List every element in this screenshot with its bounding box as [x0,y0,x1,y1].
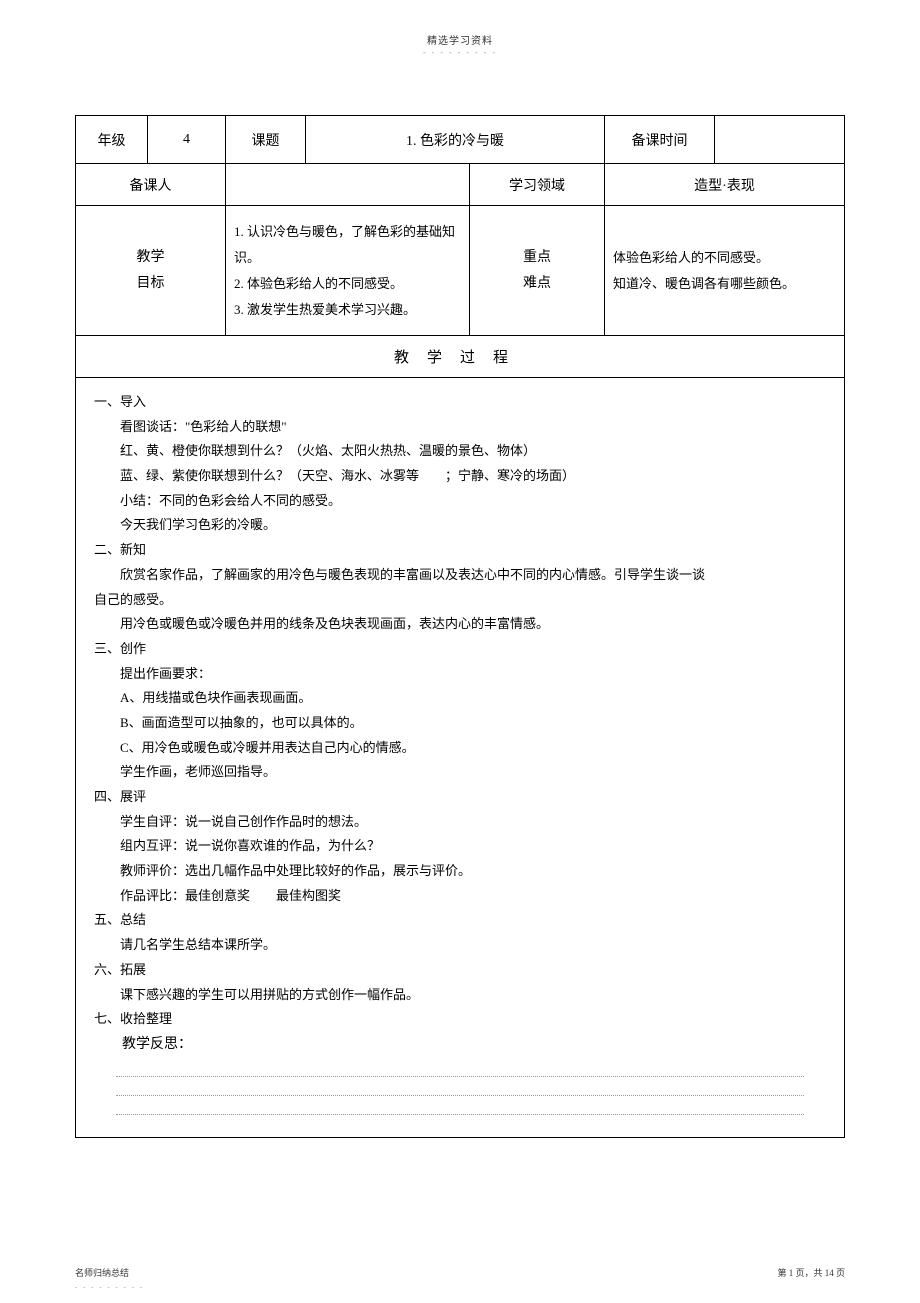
s6-l1: 课下感兴趣的学生可以用拼贴的方式创作一幅作品。 [94,983,826,1008]
s2-l1: 欣赏名家作品，了解画家的用冷色与暖色表现的丰富画以及表达心中不同的内心情感。引导… [94,563,826,588]
s4-l2: 组内互评：说一说你喜欢谁的作品，为什么？ [94,834,826,859]
page-header-title: 精选学习资料 [427,32,493,47]
s1-l4: 小结：不同的色彩会给人不同的感受。 [94,489,826,514]
footer-left: 名师归纳总结 [75,1266,129,1279]
s4-l4: 作品评比：最佳创意奖 最佳构图奖 [94,884,826,909]
s3-title: 三、创作 [94,637,826,662]
reflection-label: 教学反思： [94,1037,192,1052]
s3-l5: 学生作画，老师巡回指导。 [94,760,826,785]
row-goals-focus: 教学 目标 1. 认识冷色与暖色，了解色彩的基础知识。 2. 体验色彩给人的不同… [76,206,845,336]
focus-content: 体验色彩给人的不同感受。 知道冷、暖色调各有哪些颜色。 [605,206,845,336]
domain-value: 造型·表现 [605,164,845,206]
goal-3: 3. 激发学生热爱美术学习兴趣。 [234,297,459,323]
topic-label: 课题 [226,116,306,164]
s1-l3: 蓝、绿、紫使你联想到什么？（天空、海水、冰雾等 ；宁静、寒冷的场面） [94,464,826,489]
dotted-line-1 [116,1076,804,1077]
focus-label-1: 重点 [523,250,551,265]
goals-label: 教学 目标 [76,206,226,336]
s6-title: 六、拓展 [94,958,826,983]
footer-right: 第 1 页，共 14 页 [777,1266,845,1279]
s1-l5: 今天我们学习色彩的冷暖。 [94,513,826,538]
s3-l3: B、画面造型可以抽象的，也可以具体的。 [94,711,826,736]
s1-l1: 看图谈话："色彩给人的联想" [94,415,826,440]
s2-l1b: 自己的感受。 [94,588,826,613]
s3-l4: C、用冷色或暖色或冷暖并用表达自己内心的情感。 [94,736,826,761]
row-preparer-domain: 备课人 学习领域 造型·表现 [76,164,845,206]
focus-1: 体验色彩给人的不同感受。 [613,245,834,271]
process-header: 教学过程 [76,336,845,378]
topic-value: 1. 色彩的冷与暖 [306,116,605,164]
s3-l1: 提出作画要求： [94,662,826,687]
preparer-label: 备课人 [76,164,226,206]
dotted-line-3 [116,1114,804,1115]
row-process-header: 教学过程 [76,336,845,378]
goals-label-text-2: 目标 [137,276,165,291]
s5-title: 五、总结 [94,908,826,933]
s4-l3: 教师评价：选出几幅作品中处理比较好的作品，展示与评价。 [94,859,826,884]
focus-label: 重点 难点 [470,206,605,336]
focus-2: 知道冷、暖色调各有哪些颜色。 [613,271,834,297]
goal-1: 1. 认识冷色与暖色，了解色彩的基础知识。 [234,219,459,271]
s1-l2: 红、黄、橙使你联想到什么？（火焰、太阳火热热、温暖的景色、物体） [94,439,826,464]
row-grade-topic: 年级 4 课题 1. 色彩的冷与暖 备课时间 [76,116,845,164]
s4-title: 四、展评 [94,785,826,810]
process-content: 一、导入 看图谈话："色彩给人的联想" 红、黄、橙使你联想到什么？（火焰、太阳火… [76,378,845,1138]
lesson-plan-table: 年级 4 课题 1. 色彩的冷与暖 备课时间 备课人 学习领域 造型·表现 教学… [75,115,845,1138]
footer-dots: - - - - - - - - - [75,1283,144,1291]
preptime-value [715,116,845,164]
goal-2: 2. 体验色彩给人的不同感受。 [234,271,459,297]
focus-label-2: 难点 [523,276,551,291]
goals-label-text-1: 教学 [137,250,165,265]
preptime-label: 备课时间 [605,116,715,164]
s5-l1: 请几名学生总结本课所学。 [94,933,826,958]
s2-title: 二、新知 [94,538,826,563]
domain-label: 学习领域 [470,164,605,206]
row-process-content: 一、导入 看图谈话："色彩给人的联想" 红、黄、橙使你联想到什么？（火焰、太阳火… [76,378,845,1138]
goals-content: 1. 认识冷色与暖色，了解色彩的基础知识。 2. 体验色彩给人的不同感受。 3.… [226,206,470,336]
preparer-value [226,164,470,206]
s7-title: 七、收拾整理 [94,1007,826,1032]
grade-label: 年级 [76,116,148,164]
s3-l2: A、用线描或色块作画表现画面。 [94,686,826,711]
page-header-dots: - - - - - - - - - [423,48,497,57]
s2-l2: 用冷色或暖色或冷暖色并用的线条及色块表现画面，表达内心的丰富情感。 [94,612,826,637]
grade-value: 4 [148,116,226,164]
s1-title: 一、导入 [94,390,826,415]
s4-l1: 学生自评：说一说自己创作作品时的想法。 [94,810,826,835]
dotted-line-2 [116,1095,804,1096]
